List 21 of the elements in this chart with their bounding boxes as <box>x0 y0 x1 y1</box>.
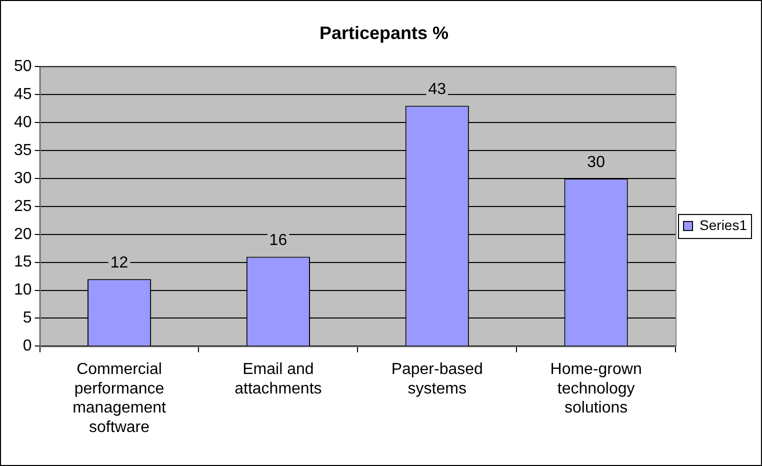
y-tick-label: 25 <box>14 198 32 215</box>
y-tick-label: 50 <box>14 58 32 76</box>
chart-title: Particepants % <box>319 22 449 43</box>
y-tick-label: 35 <box>14 142 32 159</box>
legend-label: Series1 <box>700 216 748 233</box>
data-label: 30 <box>587 154 606 171</box>
y-tick-label: 20 <box>14 226 32 243</box>
y-tick-label: 40 <box>14 114 32 131</box>
y-tick-label: 10 <box>14 282 32 299</box>
y-tick-label: 45 <box>14 86 32 103</box>
y-tick-label: 0 <box>22 338 32 355</box>
data-label: 16 <box>269 232 288 250</box>
y-tick-label: 5 <box>22 310 32 327</box>
data-label: 12 <box>110 254 128 272</box>
x-tick-label: Email and attachments <box>234 361 322 398</box>
y-tick-label: 30 <box>14 170 32 187</box>
x-tick-label: Home-grown technology solutions <box>550 361 642 417</box>
y-tick-label: 15 <box>14 254 32 271</box>
x-tick-label: Commercial performance management software <box>72 361 167 436</box>
x-tick-label: Paper-based systems <box>391 361 483 398</box>
data-label: 43 <box>428 81 446 98</box>
